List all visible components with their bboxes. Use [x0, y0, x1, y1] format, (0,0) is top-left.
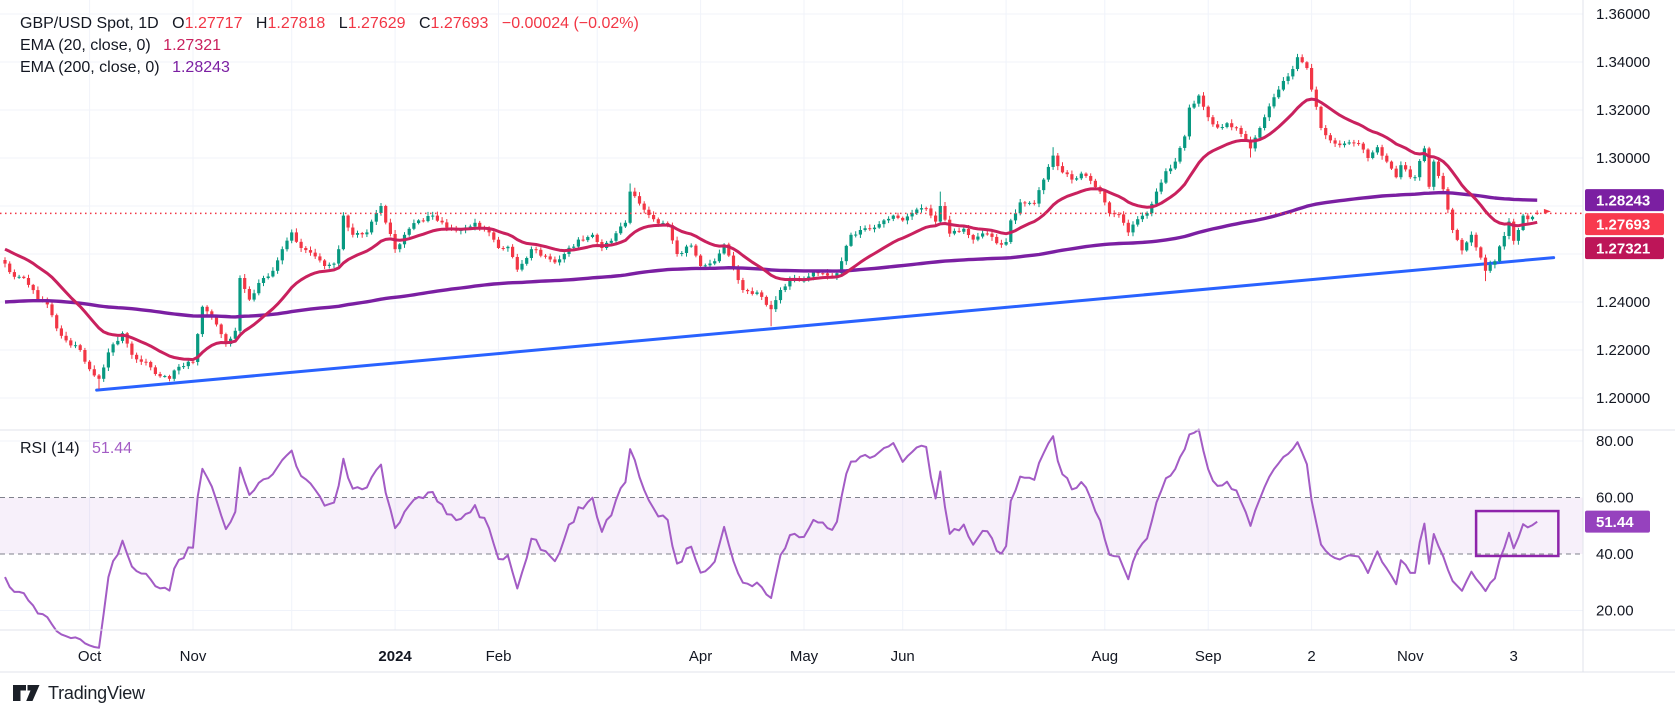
rsi-value-badge: 51.44 — [1585, 510, 1650, 533]
rsi-highlight-box[interactable] — [1474, 509, 1560, 558]
svg-text:Aug: Aug — [1091, 648, 1118, 665]
svg-text:1.27321: 1.27321 — [1596, 241, 1650, 258]
svg-text:1.27693: 1.27693 — [1596, 217, 1650, 234]
svg-text:Oct: Oct — [78, 648, 102, 665]
change-value: −0.00024 (−0.02%) — [501, 15, 639, 32]
low-label: L — [338, 15, 348, 32]
rsi-line[interactable] — [4, 428, 1538, 649]
high-label: H — [255, 15, 268, 32]
main-chart-legend: GBP/USD Spot, 1D O1.27717 H1.27818 L1.27… — [20, 13, 639, 79]
symbol-title: GBP/USD Spot, 1D — [20, 15, 159, 32]
open-label: O — [172, 15, 185, 32]
svg-text:2: 2 — [1307, 648, 1315, 665]
svg-text:Nov: Nov — [180, 648, 207, 665]
svg-text:20.00: 20.00 — [1596, 603, 1634, 620]
svg-text:Nov: Nov — [1397, 648, 1424, 665]
ema20-line[interactable] — [4, 97, 1538, 362]
price-badge-ema200: 1.28243 — [1585, 189, 1664, 212]
svg-text:3: 3 — [1510, 648, 1518, 665]
high-value: 1.27818 — [267, 15, 326, 32]
svg-text:1.28243: 1.28243 — [1596, 193, 1650, 210]
price-badge-ema20: 1.27321 — [1585, 237, 1664, 260]
time-axis-labels[interactable]: Oct Nov 2024 Feb Apr May Jun Aug Sep 2 Nov 3 — [78, 648, 1518, 665]
ema200-legend-row[interactable]: EMA (200, close, 0) 1.28243 — [20, 57, 639, 79]
symbol-legend-row[interactable]: GBP/USD Spot, 1D O1.27717 H1.27818 L1.27… — [20, 13, 639, 35]
trendline[interactable] — [95, 256, 1556, 392]
ema200-line[interactable] — [4, 190, 1538, 319]
ema200-label: EMA (200, close, 0) — [20, 59, 160, 76]
pane-separators — [0, 0, 1675, 673]
price-badge-last: 1.27693 — [1585, 213, 1664, 236]
svg-text:80.00: 80.00 — [1596, 433, 1634, 450]
svg-text:2024: 2024 — [378, 648, 412, 665]
svg-text:1.32000: 1.32000 — [1596, 102, 1650, 119]
low-value: 1.27629 — [347, 15, 406, 32]
tradingview-logo-icon — [13, 685, 40, 701]
tradingview-logo-text: TradingView — [48, 683, 145, 703]
svg-text:40.00: 40.00 — [1596, 546, 1634, 563]
svg-text:60.00: 60.00 — [1596, 490, 1634, 507]
svg-text:1.20000: 1.20000 — [1596, 390, 1650, 407]
close-value: 1.27693 — [430, 15, 489, 32]
rsi-value: 51.44 — [92, 440, 133, 457]
rsi-band — [0, 497, 1583, 554]
close-label: C — [418, 15, 431, 32]
ema200-value: 1.28243 — [172, 59, 230, 76]
svg-text:May: May — [790, 648, 819, 665]
svg-text:51.44: 51.44 — [1596, 514, 1634, 531]
candles — [3, 53, 1539, 390]
tradingview-logo-link[interactable]: TradingView — [13, 683, 145, 704]
svg-text:Feb: Feb — [486, 648, 512, 665]
ema20-label: EMA (20, close, 0) — [20, 37, 151, 54]
svg-text:1.36000: 1.36000 — [1596, 6, 1650, 23]
rsi-band-lines — [0, 497, 1583, 555]
rsi-legend-row[interactable]: RSI (14) 51.44 — [20, 438, 132, 460]
rsi-axis-labels[interactable]: 80.00 60.00 40.00 20.00 — [1596, 433, 1634, 620]
price-grid — [0, 13, 1583, 611]
svg-text:1.30000: 1.30000 — [1596, 150, 1650, 167]
svg-text:Jun: Jun — [891, 648, 915, 665]
svg-text:Sep: Sep — [1195, 648, 1222, 665]
price-axis-labels[interactable]: 1.360001.340001.320001.300001.260001.240… — [1596, 6, 1650, 407]
svg-text:1.24000: 1.24000 — [1596, 294, 1650, 311]
price-arrow-marker — [1543, 208, 1551, 214]
open-value: 1.27717 — [184, 15, 243, 32]
svg-text:1.22000: 1.22000 — [1596, 342, 1650, 359]
svg-text:1.34000: 1.34000 — [1596, 54, 1650, 71]
rsi-label: RSI (14) — [20, 440, 80, 457]
ema20-legend-row[interactable]: EMA (20, close, 0) 1.27321 — [20, 35, 639, 57]
ema20-value: 1.27321 — [163, 37, 222, 54]
svg-text:Apr: Apr — [689, 648, 712, 665]
